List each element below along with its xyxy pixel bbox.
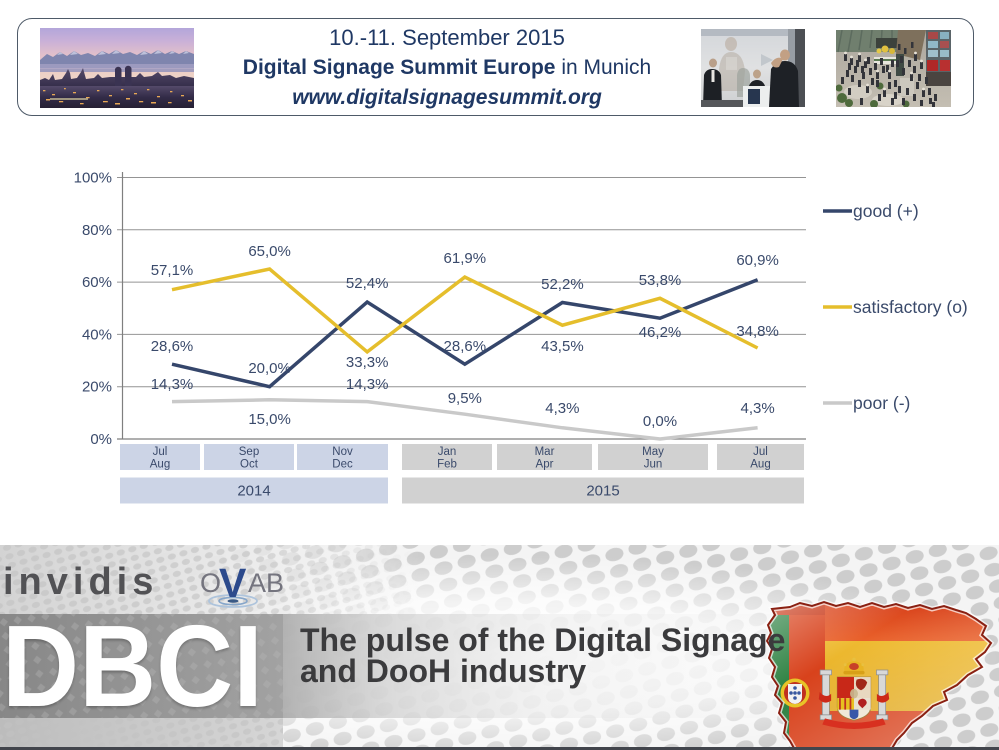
svg-text:Mar: Mar xyxy=(535,446,555,458)
svg-text:33,3%: 33,3% xyxy=(346,354,389,371)
svg-text:Aug: Aug xyxy=(750,459,770,471)
svg-text:60%: 60% xyxy=(82,274,112,291)
svg-text:Jul: Jul xyxy=(153,446,168,458)
svg-text:Apr: Apr xyxy=(536,459,554,471)
svg-text:9,5%: 9,5% xyxy=(448,390,482,407)
svg-text:2015: 2015 xyxy=(586,483,619,500)
svg-text:O: O xyxy=(200,568,221,598)
svg-text:Oct: Oct xyxy=(240,459,259,471)
svg-text:Jan: Jan xyxy=(438,446,457,458)
svg-text:Dec: Dec xyxy=(332,459,353,471)
svg-text:80%: 80% xyxy=(82,222,112,239)
svg-text:May: May xyxy=(642,446,664,458)
svg-text:43,5%: 43,5% xyxy=(541,338,584,355)
svg-text:V: V xyxy=(219,560,247,606)
svg-text:Feb: Feb xyxy=(437,459,457,471)
svg-text:4,3%: 4,3% xyxy=(545,400,579,417)
svg-text:20%: 20% xyxy=(82,379,112,396)
svg-text:20,0%: 20,0% xyxy=(248,360,291,377)
svg-text:53,8%: 53,8% xyxy=(639,272,682,289)
svg-text:28,6%: 28,6% xyxy=(151,338,194,355)
svg-text:0,0%: 0,0% xyxy=(643,413,677,430)
svg-text:100%: 100% xyxy=(74,170,112,187)
svg-text:28,6%: 28,6% xyxy=(444,338,487,355)
svg-text:15,0%: 15,0% xyxy=(248,411,291,428)
svg-text:poor (-): poor (-) xyxy=(853,393,910,413)
svg-text:65,0%: 65,0% xyxy=(248,243,291,260)
svg-text:14,3%: 14,3% xyxy=(346,376,389,393)
svg-text:57,1%: 57,1% xyxy=(151,262,194,279)
svg-text:40%: 40% xyxy=(82,326,112,343)
svg-text:Aug: Aug xyxy=(150,459,170,471)
svg-text:Jun: Jun xyxy=(644,459,663,471)
svg-text:Sep: Sep xyxy=(239,446,259,458)
svg-text:14,3%: 14,3% xyxy=(151,376,194,393)
svg-text:60,9%: 60,9% xyxy=(736,252,779,269)
svg-text:4,3%: 4,3% xyxy=(740,400,774,417)
svg-text:46,2%: 46,2% xyxy=(639,324,682,341)
svg-text:Jul: Jul xyxy=(753,446,768,458)
svg-text:61,9%: 61,9% xyxy=(444,250,487,267)
svg-text:good (+): good (+) xyxy=(853,201,919,221)
svg-text:Nov: Nov xyxy=(332,446,353,458)
svg-text:AB: AB xyxy=(248,568,284,598)
svg-text:34,8%: 34,8% xyxy=(736,323,779,340)
svg-text:satisfactory (o): satisfactory (o) xyxy=(853,297,968,317)
svg-text:52,4%: 52,4% xyxy=(346,275,389,292)
svg-text:0%: 0% xyxy=(90,431,112,448)
svg-text:52,2%: 52,2% xyxy=(541,276,584,293)
svg-text:2014: 2014 xyxy=(237,483,270,500)
